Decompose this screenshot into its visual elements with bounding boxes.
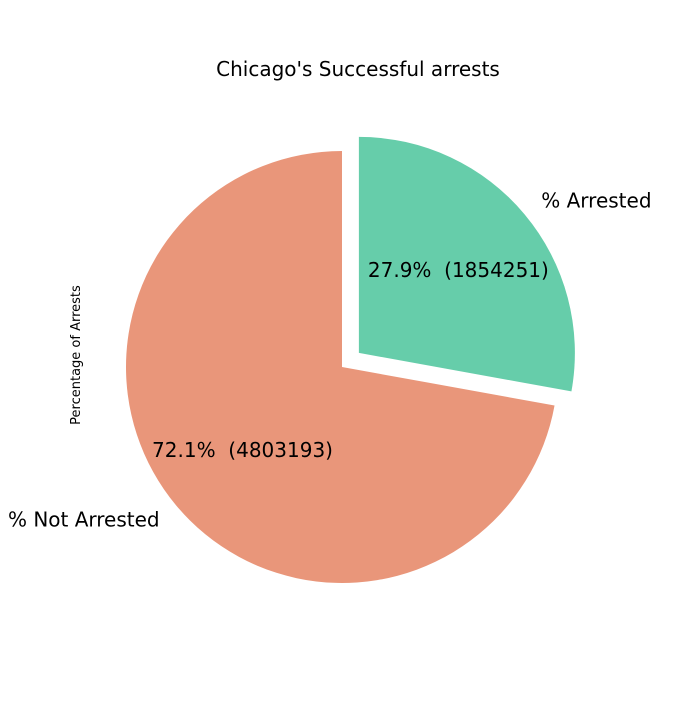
pie-slices <box>125 136 575 584</box>
pie-labels: % Arrested 27.9% (1854251) % Not Arrested 7… <box>8 189 652 532</box>
chart-title: Chicago's Successful arrests <box>216 57 500 81</box>
slice-value-label-0: 27.9% (1854251) <box>368 258 549 282</box>
slice-category-label-0: % Arrested <box>541 189 651 213</box>
slice-category-label-1: % Not Arrested <box>8 507 160 531</box>
y-axis-label: Percentage of Arrests <box>69 285 84 425</box>
slice-value-label-1: 72.1% (4803193) <box>152 438 333 462</box>
pie-slice-1 <box>125 151 555 584</box>
pie-slice-0 <box>358 136 575 392</box>
